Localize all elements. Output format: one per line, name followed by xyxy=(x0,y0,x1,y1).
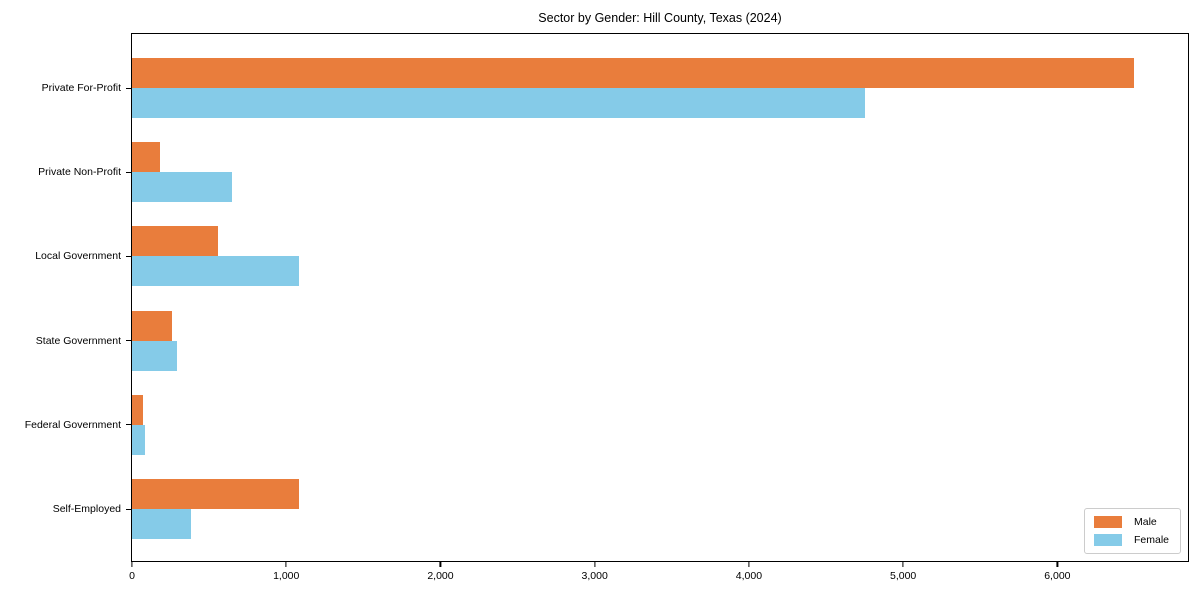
y-tick-federal-government xyxy=(126,424,132,426)
bar-female-federal-government xyxy=(132,424,146,455)
legend: Male Female xyxy=(1083,508,1181,554)
bar-female-private-non-profit xyxy=(132,172,233,203)
x-tick-label-0: 0 xyxy=(129,570,135,582)
bar-female-local-government xyxy=(132,256,299,287)
x-tick-label-3000: 3,000 xyxy=(581,570,608,582)
bar-male-private-non-profit xyxy=(132,142,160,173)
bar-male-federal-government xyxy=(132,394,143,425)
x-tick-1000 xyxy=(285,561,287,567)
plot-area: Male Female Private For-Profit Private No… xyxy=(25,33,1189,582)
x-tick-label-4000: 4,000 xyxy=(735,570,763,582)
y-tick-state-government xyxy=(126,340,132,342)
x-tick-label-1000: 1,000 xyxy=(273,570,300,582)
bar-male-private-for-profit xyxy=(132,58,1135,88)
bar-male-self-employed xyxy=(132,479,299,509)
bar-male-state-government xyxy=(132,310,173,341)
x-tick-6000 xyxy=(1056,561,1058,567)
y-axis-label-state-government: State Government xyxy=(35,334,121,347)
x-tick-label-5000: 5,000 xyxy=(889,570,917,582)
x-tick-4000 xyxy=(748,561,750,567)
male-series-swatch xyxy=(1093,516,1122,528)
y-axis-label-federal-government: Federal Government xyxy=(24,418,121,431)
x-tick-3000 xyxy=(594,561,596,567)
legend-label-male: Male xyxy=(1133,516,1157,528)
y-axis-label-local-government: Local Government xyxy=(35,250,121,263)
y-tick-local-government xyxy=(126,255,132,258)
bar-female-private-for-profit xyxy=(132,88,865,118)
x-tick-5000 xyxy=(902,561,904,567)
y-tick-private-non-profit xyxy=(126,171,132,173)
y-tick-self-employed xyxy=(126,508,132,510)
female-series-swatch xyxy=(1093,534,1122,546)
y-axis-label-private-non-profit: Private Non-Profit xyxy=(38,166,121,179)
legend-entry-female: Female xyxy=(1093,534,1169,546)
y-axis-label-self-employed: Self-Employed xyxy=(52,503,121,515)
bar-female-self-employed xyxy=(132,509,191,539)
y-tick-private-for-profit xyxy=(126,87,132,89)
x-tick-0 xyxy=(131,561,133,567)
bar-male-local-government xyxy=(132,226,219,257)
x-tick-label-2000: 2,000 xyxy=(427,570,454,582)
legend-entry-male: Male xyxy=(1093,516,1169,528)
x-tick-label-6000: 6,000 xyxy=(1044,570,1071,582)
bar-female-state-government xyxy=(132,340,177,371)
x-tick-2000 xyxy=(439,561,442,567)
legend-label-female: Female xyxy=(1133,534,1169,546)
y-axis-label-private-for-profit: Private For-Profit xyxy=(41,82,121,94)
chart-title: Sector by Gender: Hill County, Texas (20… xyxy=(538,11,782,25)
